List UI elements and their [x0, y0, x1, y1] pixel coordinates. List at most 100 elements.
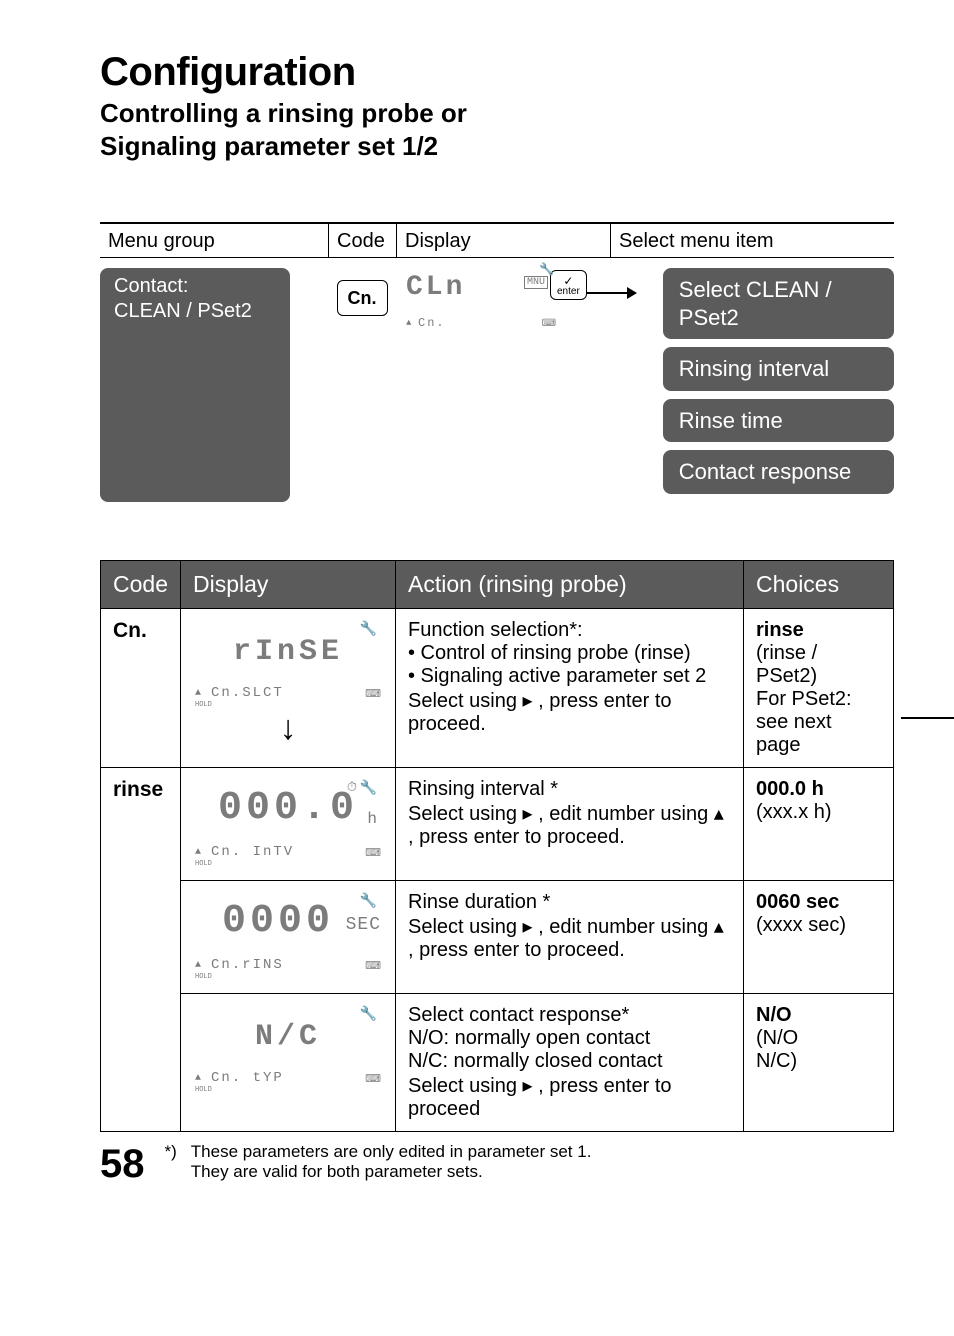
flow-right-node: Rinse time: [663, 399, 894, 443]
action-line: Rinse duration *: [408, 891, 550, 913]
th-action: Action (rinsing probe): [396, 560, 744, 608]
choice-line: PSet2): [756, 665, 817, 687]
page-subtitle: Controlling a rinsing probe or Signaling…: [100, 97, 894, 162]
triangle-icon: ▲: [195, 688, 201, 699]
wrench-icon: 🔧: [539, 262, 554, 277]
enter-key-label: enter: [557, 286, 580, 297]
triangle-icon: ▲: [195, 1073, 201, 1084]
lcd-sub: Cn.rINS: [211, 957, 284, 973]
action-line: Function selection*:: [408, 619, 583, 641]
config-table: Code Display Action (rinsing probe) Choi…: [100, 560, 894, 1132]
subtitle-line1: Controlling a rinsing probe or: [100, 98, 467, 128]
keyboard-icon: ⌨: [365, 1072, 381, 1086]
subtitle-line2: Signaling parameter set 1/2: [100, 131, 438, 161]
th-display: Display: [181, 560, 396, 608]
cell-choices: 0060 sec (xxxx sec): [744, 880, 894, 993]
hold-label: HOLD: [195, 860, 212, 868]
flow-lcd: 🔧 CLn MNU ▲ Cn. ⌨: [406, 272, 556, 332]
choice-bold: N/O: [756, 1004, 792, 1026]
keyboard-icon: ⌨: [365, 846, 381, 860]
flow-right-node: Select CLEAN / PSet2: [663, 268, 894, 339]
flow-table: Menu group Code Display Select menu item…: [100, 222, 894, 502]
choice-line: (xxxx sec): [756, 914, 846, 936]
lcd-sub: Cn. InTV: [211, 844, 294, 860]
choice-line: (rinse /: [756, 642, 817, 664]
table-row: 🔧 N/C ▲ HOLD Cn. tYP ⌨ Select contact re…: [101, 993, 894, 1131]
footnote-text: These parameters are only edited in para…: [191, 1142, 592, 1182]
flow-lcd-sub: Cn.: [418, 316, 446, 330]
choice-bold: 000.0 h: [756, 778, 824, 800]
choice-bold: 0060 sec: [756, 891, 839, 913]
cell-display: 🔧 N/C ▲ HOLD Cn. tYP ⌨: [181, 993, 396, 1131]
arrow-down-icon: ↓: [193, 711, 383, 745]
arrow-right-icon: [587, 292, 635, 306]
action-line: Select contact response*: [408, 1004, 629, 1026]
cell-display: 🔧 rInSE ▲ HOLD Cn.SLCT ⌨ ↓: [181, 608, 396, 767]
action-line: Select using ▸ , edit number using ▴ , p…: [408, 916, 724, 961]
hold-label: HOLD: [195, 973, 212, 981]
choice-line: N/C): [756, 1050, 797, 1072]
triangle-icon: ▲: [406, 318, 411, 328]
keyboard-icon: ⌨: [365, 959, 381, 973]
cell-action: Function selection*: • Control of rinsin…: [396, 608, 744, 767]
action-line: N/O: normally open contact: [408, 1027, 650, 1049]
flow-head-display: Display: [396, 224, 610, 258]
hold-label: HOLD: [195, 1086, 212, 1094]
flow-header-row: Menu group Code Display Select menu item: [100, 224, 894, 258]
choice-line: (xxx.x h): [756, 801, 832, 823]
cell-choices: 000.0 h (xxx.x h): [744, 767, 894, 880]
lcd-seg: rInSE: [193, 635, 383, 669]
contact-node-l2: CLEAN / PSet2: [114, 300, 252, 322]
cell-choices: rinse (rinse / PSet2) For PSet2: see nex…: [744, 608, 894, 767]
lcd-unit: SEC: [346, 915, 381, 935]
keyboard-icon: ⌨: [542, 318, 556, 330]
action-line: • Signaling active parameter set 2: [408, 665, 706, 687]
contact-node: Contact: CLEAN / PSet2: [100, 268, 290, 502]
lcd-box: 🔧 N/C ▲ HOLD Cn. tYP ⌨: [193, 1006, 383, 1090]
flow-body: Contact: CLEAN / PSet2 Cn. 🔧 CLn MNU ▲ C…: [100, 258, 894, 502]
lcd-sub: Cn.SLCT: [211, 685, 284, 701]
choice-line: For PSet2:: [756, 688, 852, 710]
triangle-icon: ▲: [195, 960, 201, 971]
cell-action: Rinse duration * Select using ▸ , edit n…: [396, 880, 744, 993]
action-line: • Control of rinsing probe (rinse): [408, 642, 691, 664]
lcd-box: 🔧 rInSE ▲ HOLD Cn.SLCT ⌨: [193, 621, 383, 705]
lcd-seg: N/C: [193, 1020, 383, 1054]
flow-head-code: Code: [328, 224, 396, 258]
lcd-box: ⏱ 🔧 000.0 h ▲ HOLD Cn. InTV ⌨: [193, 780, 383, 864]
cell-action: Rinsing interval * Select using ▸ , edit…: [396, 767, 744, 880]
table-row: Cn. 🔧 rInSE ▲ HOLD Cn.SLCT ⌨ ↓ Function …: [101, 608, 894, 767]
cell-display: 🔧 0000 SEC ▲ HOLD Cn.rINS ⌨: [181, 880, 396, 993]
flow-lcd-seg: CLn: [406, 272, 465, 303]
action-line: Select using ▸ , edit number using ▴ , p…: [408, 803, 724, 848]
flow-right-node: Contact response: [663, 450, 894, 494]
flow-code-box: Cn.: [337, 280, 388, 316]
hold-label: HOLD: [195, 701, 212, 709]
choice-line: page: [756, 734, 801, 756]
keyboard-icon: ⌨: [365, 687, 381, 701]
page-number: 58: [100, 1142, 145, 1187]
arrow-right-icon: [901, 717, 954, 719]
footnote: 58 *) These parameters are only edited i…: [100, 1142, 894, 1187]
cell-action: Select contact response* N/O: normally o…: [396, 993, 744, 1131]
lcd-seg: 000.0: [193, 786, 383, 831]
footnote-line: They are valid for both parameter sets.: [191, 1162, 483, 1181]
lcd-box: 🔧 0000 SEC ▲ HOLD Cn.rINS ⌨: [193, 893, 383, 977]
choice-line: (N/O: [756, 1027, 798, 1049]
action-line: Select using ▸ , press enter to proceed: [408, 1075, 672, 1120]
table-row: rinse ⏱ 🔧 000.0 h ▲ HOLD Cn. InTV ⌨ Rins…: [101, 767, 894, 880]
cell-code: Cn.: [101, 608, 181, 767]
lcd-unit: h: [367, 810, 377, 828]
action-line: Select using ▸ , press enter to proceed.: [408, 690, 672, 735]
flow-lcd-mnu: MNU: [524, 276, 548, 289]
footnote-mark: *): [165, 1142, 177, 1162]
cell-display: ⏱ 🔧 000.0 h ▲ HOLD Cn. InTV ⌨: [181, 767, 396, 880]
th-choices: Choices: [744, 560, 894, 608]
action-line: Rinsing interval *: [408, 778, 558, 800]
flow-head-menu: Menu group: [100, 224, 328, 258]
flow-right-node: Rinsing interval: [663, 347, 894, 391]
footnote-line: These parameters are only edited in para…: [191, 1142, 592, 1161]
th-code: Code: [101, 560, 181, 608]
choice-line: see next: [756, 711, 832, 733]
flow-head-select: Select menu item: [610, 224, 894, 258]
